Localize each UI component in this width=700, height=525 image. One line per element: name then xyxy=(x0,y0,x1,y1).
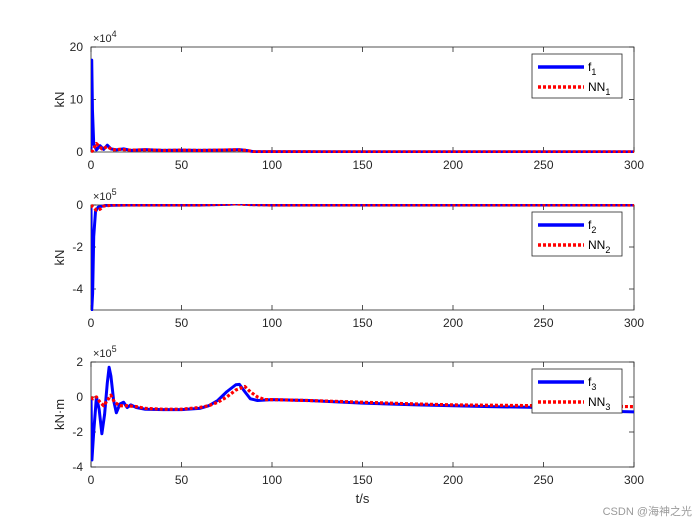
x-tick-label: 100 xyxy=(262,316,282,330)
y-tick-label: 20 xyxy=(70,40,84,54)
legend-label-f3: f3 xyxy=(588,375,596,392)
x-tick-label: 250 xyxy=(533,316,553,330)
legend-label-nn1: NN1 xyxy=(588,80,610,97)
x-tick-label: 150 xyxy=(352,473,372,487)
x-tick-label: 150 xyxy=(352,158,372,172)
x-tick-label: 300 xyxy=(624,473,644,487)
legend-box xyxy=(531,53,623,99)
y-exponent-label: ×104 xyxy=(93,29,117,45)
y-tick-label: 0 xyxy=(76,390,83,404)
y-tick-label: -2 xyxy=(72,425,83,439)
legend-label-f1: f1 xyxy=(588,60,596,77)
y-tick-label: 10 xyxy=(70,93,84,107)
x-tick-label: 100 xyxy=(262,473,282,487)
y-tick-label: -2 xyxy=(72,240,83,254)
legend-box xyxy=(531,211,623,257)
x-tick-label: 0 xyxy=(88,473,95,487)
x-tick-label: 0 xyxy=(88,158,95,172)
x-axis-label: t/s xyxy=(356,491,370,506)
y-tick-label: -4 xyxy=(72,282,83,296)
x-tick-label: 300 xyxy=(624,158,644,172)
series-line-nn3 xyxy=(91,384,634,411)
x-tick-label: 200 xyxy=(443,158,463,172)
x-tick-label: 250 xyxy=(533,158,553,172)
legend-label-f2: f2 xyxy=(588,218,596,235)
y-exponent-label: ×105 xyxy=(93,187,117,203)
y-axis-label: kN xyxy=(52,250,67,266)
legend-label-nn2: NN2 xyxy=(588,238,610,255)
x-tick-label: 300 xyxy=(624,316,644,330)
x-tick-label: 200 xyxy=(443,316,463,330)
y-tick-label: 0 xyxy=(76,198,83,212)
series-line-nn2 xyxy=(91,204,634,212)
legend-label-nn3: NN3 xyxy=(588,395,610,412)
y-tick-label: 2 xyxy=(76,355,83,369)
y-tick-label: 0 xyxy=(76,145,83,159)
x-tick-label: 200 xyxy=(443,473,463,487)
x-tick-label: 50 xyxy=(175,158,189,172)
x-tick-label: 50 xyxy=(175,316,189,330)
y-axis-label: kN xyxy=(52,92,67,108)
x-tick-label: 150 xyxy=(352,316,372,330)
y-axis-label: kN·m xyxy=(52,399,67,430)
legend-box xyxy=(531,368,623,414)
x-tick-label: 50 xyxy=(175,473,189,487)
y-exponent-label: ×105 xyxy=(93,344,117,360)
x-tick-label: 250 xyxy=(533,473,553,487)
watermark: CSDN @海神之光 xyxy=(602,506,692,518)
x-tick-label: 100 xyxy=(262,158,282,172)
y-tick-label: -4 xyxy=(72,460,83,474)
x-tick-label: 0 xyxy=(88,316,95,330)
